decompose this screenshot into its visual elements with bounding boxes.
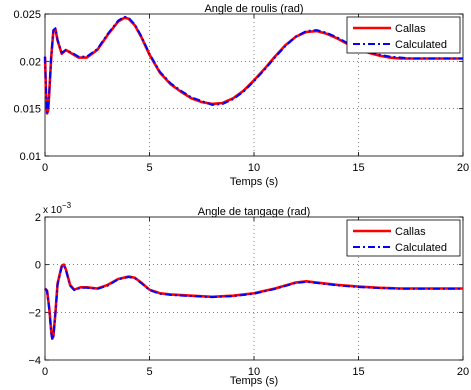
series-line-calculated (44, 264, 463, 341)
legend-box (346, 219, 461, 257)
legend: Callas Calculated (346, 219, 461, 257)
y-tick-label: 0.025 (13, 9, 41, 21)
x-tick-label: 10 (248, 366, 260, 378)
x-tick-label: 20 (457, 366, 469, 378)
x-axis-label: Temps (s) (230, 176, 278, 188)
chart-title: Angle de tangage (rad) (198, 206, 311, 218)
y-tick-label: 0 (35, 260, 41, 272)
y-tick-label: 0.015 (13, 104, 41, 116)
x-tick-label: 0 (42, 366, 48, 378)
y-tick-label: 0.02 (20, 56, 41, 68)
x-tick-label: 20 (457, 162, 469, 174)
legend-box (346, 16, 461, 54)
legend-label-callas: Callas (395, 23, 426, 35)
chart-1: 0 5 10 15 20 0.01 0.015 0.02 0.025 Angle de rouli… (13, 3, 469, 188)
x-tick-label: 15 (352, 366, 364, 378)
x-tick-label: 10 (248, 162, 260, 174)
x-tick-label: 15 (352, 162, 364, 174)
y-scale-exponent: x 10−3 (43, 201, 72, 216)
x-tick-label: 5 (146, 366, 152, 378)
y-tick-label: −2 (28, 307, 41, 319)
x-tick-label: 5 (146, 162, 152, 174)
y-tick-label: 2 (35, 212, 41, 224)
y-tick-label: 0.01 (20, 151, 41, 163)
y-tick-label: −4 (28, 355, 41, 367)
chart-2: 0 5 10 15 20 −4 −2 0 2x 10−3 Angle de tangage (ra… (28, 201, 469, 387)
chart-title: Angle de roulis (rad) (204, 3, 303, 15)
legend-label-calculated: Calculated (395, 39, 447, 51)
legend-label-calculated: Calculated (395, 242, 447, 254)
legend-label-callas: Callas (395, 226, 426, 238)
legend: Callas Calculated (346, 16, 461, 54)
x-tick-label: 0 (42, 162, 48, 174)
x-axis-label: Temps (s) (230, 375, 278, 387)
